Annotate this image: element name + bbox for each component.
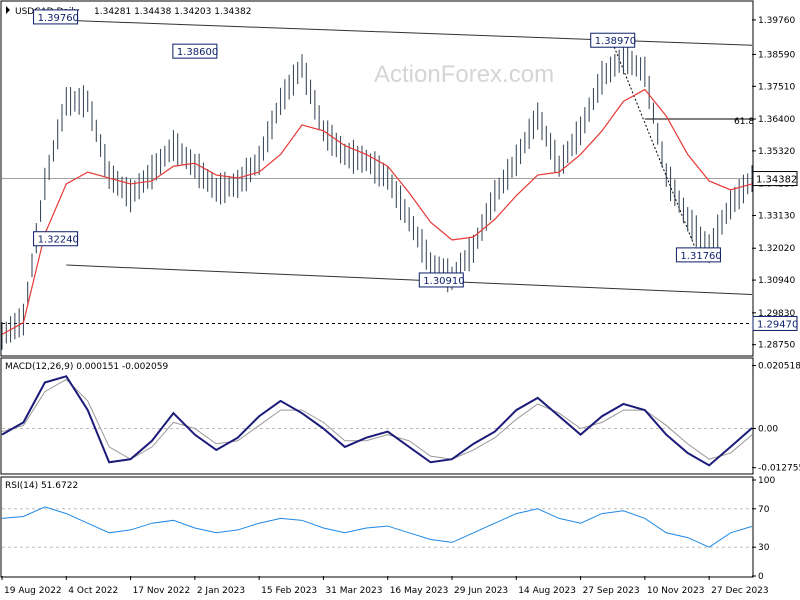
rsi-line	[1, 506, 753, 548]
x-tick-label: 27 Dec 2023	[711, 586, 769, 596]
macd-title: MACD(12,26,9) 0.000151 -0.002059	[5, 362, 168, 372]
price-annotation: 1.30910	[418, 272, 465, 288]
price-annotation: 1.39760	[33, 9, 79, 25]
x-tick-label: 4 Oct 2022	[68, 586, 118, 596]
price-ytick-label: 1.28750	[758, 341, 795, 351]
price-ytick-label: 1.38590	[758, 50, 795, 60]
price-annotation-box	[172, 43, 218, 59]
price-ytick-label: 1.39760	[758, 16, 795, 26]
macd-ytick-label: 0.00	[758, 425, 778, 435]
price-annotation-text: 1.38970	[595, 36, 636, 47]
price-annotation: 1.31760	[675, 247, 722, 263]
price-annotation: 1.38600	[172, 43, 218, 59]
x-tick-label: 14 Aug 2023	[518, 586, 576, 596]
price-ytick-label: 1.30940	[758, 276, 795, 286]
price-annotation-text: 1.39760	[38, 13, 79, 24]
current-price-box-rect	[752, 171, 798, 187]
rsi-ytick-label: 100	[758, 476, 775, 486]
price-annotation-text: 1.32240	[38, 235, 79, 246]
macd-ytick-label: 0.020518	[758, 362, 800, 372]
x-tick-label: 16 May 2023	[390, 586, 449, 596]
price-annotation-box	[33, 9, 79, 25]
price-ytick-label: 1.35320	[758, 147, 795, 157]
upper-channel-line	[55, 19, 753, 46]
price-annotation-box	[675, 247, 721, 263]
macd-ytick-label: -0.012755	[758, 464, 800, 474]
price-ytick-label: 1.32020	[758, 244, 795, 254]
x-tick-label: 10 Nov 2023	[647, 586, 705, 596]
annotations: 1.39760 1.38600 1.38970 1.32240 1.30910 1.317…	[33, 9, 798, 331]
price-annotation-text: 1.30910	[423, 276, 464, 287]
price-annotation: 1.32240	[33, 231, 79, 247]
macd-line	[1, 375, 753, 467]
x-tick-label: 27 Sep 2023	[583, 586, 640, 596]
ohlc-values: 1.34281 1.34438 1.34203 1.34382	[94, 7, 251, 17]
price-annotation-box	[33, 231, 79, 247]
rsi-ytick-label: 70	[758, 505, 770, 515]
rsi-ytick-label: 30	[758, 543, 770, 553]
price-annotation-box	[590, 32, 636, 48]
rsi-title: RSI(14) 51.6722	[5, 481, 78, 491]
rsi-pane-border	[0, 476, 754, 578]
price-ytick-label: 1.37510	[758, 82, 795, 92]
rsi-ytick-label: 0	[758, 572, 764, 582]
lower-channel-line	[66, 264, 753, 296]
price-pane	[1, 6, 753, 350]
watermark: ActionForex.com	[374, 61, 554, 88]
current-price-box: 1.34382	[752, 171, 798, 187]
fib-label: 61.8	[734, 117, 754, 127]
price-ytick-label: 1.33130	[758, 211, 795, 221]
price-annotation-text: 1.31760	[680, 251, 721, 262]
price-annotation-text: 1.29470	[757, 319, 798, 330]
price-annotation: 1.29470	[752, 315, 798, 331]
x-tick-label: 2 Jan 2023	[197, 586, 245, 596]
price-ytick-label: 1.36400	[758, 115, 795, 125]
price-annotation-text: 1.38600	[177, 47, 218, 58]
price-annotation-box	[418, 272, 464, 288]
x-tick-label: 31 Mar 2023	[325, 586, 382, 596]
price-annotation: 1.38970	[590, 32, 636, 48]
x-tick-label: 29 Jun 2023	[454, 586, 508, 596]
title-arrow-icon	[6, 6, 10, 14]
rsi-pane	[1, 506, 753, 548]
macd-pane	[1, 375, 753, 467]
current-price-box-text: 1.34382	[756, 175, 797, 186]
x-tick-label: 19 Aug 2022	[4, 586, 62, 596]
price-ytick-label: 1.29830	[758, 309, 795, 319]
x-tick-label: 17 Nov 2022	[133, 586, 191, 596]
macd-pane-border	[0, 357, 754, 475]
y-axis: 1.397601.385901.375101.364001.353201.342…	[752, 16, 800, 582]
ema-line	[1, 88, 753, 335]
price-annotation-box	[752, 315, 798, 331]
x-axis: 19 Aug 2022 4 Oct 2022 17 Nov 2022 2 Jan 20…	[1, 576, 769, 596]
x-tick-label: 15 Feb 2023	[261, 586, 317, 596]
macd-signal-line	[1, 378, 753, 460]
